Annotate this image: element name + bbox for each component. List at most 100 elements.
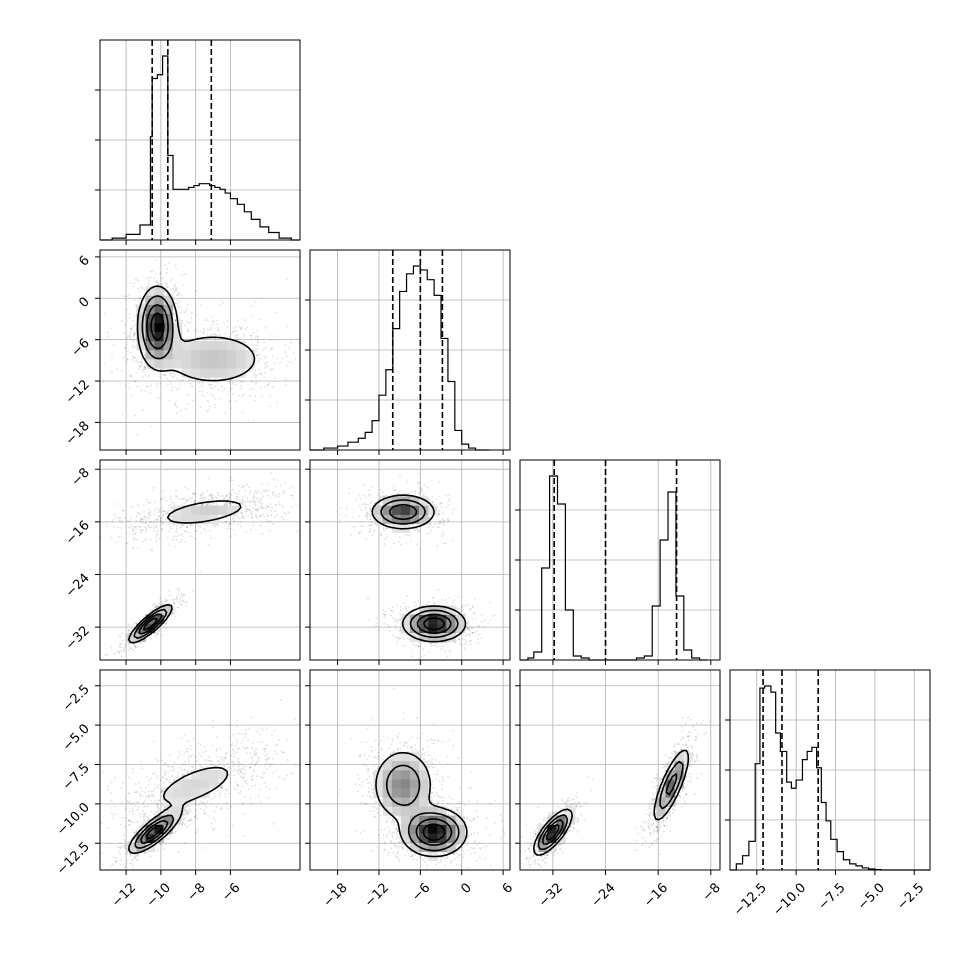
scatter-point bbox=[115, 541, 117, 544]
scatter-point bbox=[284, 351, 286, 354]
scatter-point bbox=[147, 779, 150, 782]
scatter-point bbox=[199, 494, 202, 496]
scatter-point bbox=[262, 776, 264, 779]
scatter-point bbox=[229, 387, 232, 389]
scatter-point bbox=[312, 482, 314, 484]
scatter-point bbox=[260, 524, 263, 527]
scatter-point bbox=[162, 368, 165, 371]
scatter-point bbox=[231, 753, 234, 755]
scatter-point bbox=[145, 527, 147, 529]
scatter-point bbox=[143, 510, 145, 513]
scatter-point bbox=[124, 323, 126, 326]
scatter-point bbox=[128, 629, 130, 631]
scatter-point bbox=[135, 791, 138, 793]
scatter-point bbox=[313, 359, 315, 361]
scatter-point bbox=[174, 302, 177, 305]
scatter-point bbox=[270, 472, 273, 475]
scatter-point bbox=[144, 812, 147, 815]
scatter-point bbox=[199, 526, 202, 528]
scatter-point bbox=[259, 515, 262, 518]
density-bin bbox=[163, 806, 173, 816]
scatter-point bbox=[122, 509, 125, 512]
scatter-point bbox=[130, 524, 133, 527]
scatter-point bbox=[148, 610, 151, 613]
scatter-point bbox=[148, 818, 151, 821]
density-contour bbox=[128, 766, 229, 855]
scatter-point bbox=[250, 716, 253, 719]
density-bin bbox=[181, 368, 192, 378]
scatter-point bbox=[161, 795, 163, 798]
scatter-point bbox=[134, 832, 136, 835]
scatter-point bbox=[193, 500, 196, 502]
scatter-point bbox=[258, 502, 261, 504]
scatter-point bbox=[410, 540, 413, 542]
scatter-point bbox=[134, 857, 136, 859]
scatter-point bbox=[145, 385, 148, 388]
scatter-point bbox=[269, 369, 272, 372]
scatter-point bbox=[152, 486, 155, 489]
scatter-point bbox=[142, 818, 145, 820]
scatter-point bbox=[217, 524, 220, 527]
scatter-point bbox=[103, 362, 106, 364]
scatter-point bbox=[179, 311, 182, 314]
scatter-point bbox=[164, 598, 166, 601]
scatter-point bbox=[144, 539, 147, 542]
scatter-point bbox=[203, 746, 206, 748]
scatter-point bbox=[256, 335, 259, 338]
scatter-point bbox=[365, 496, 368, 499]
scatter-point bbox=[147, 795, 150, 797]
scatter-point bbox=[241, 411, 244, 414]
scatter-point bbox=[112, 856, 115, 859]
scatter-point bbox=[176, 606, 179, 609]
scatter-point bbox=[113, 503, 116, 505]
scatter-point bbox=[179, 306, 182, 308]
density-bin bbox=[172, 788, 183, 798]
scatter-point bbox=[156, 633, 158, 635]
scatter-point bbox=[231, 523, 233, 526]
scatter-point bbox=[178, 319, 181, 322]
scatter-point bbox=[284, 378, 287, 381]
scatter-point bbox=[210, 537, 213, 539]
scatter-point bbox=[175, 610, 177, 613]
scatter-point bbox=[158, 511, 161, 513]
scatter-point bbox=[290, 361, 293, 364]
scatter-point bbox=[153, 802, 156, 804]
scatter-point bbox=[159, 517, 162, 519]
scatter-point bbox=[317, 751, 319, 753]
scatter-point bbox=[244, 732, 247, 735]
scatter-point bbox=[242, 485, 244, 488]
scatter-point bbox=[276, 479, 279, 481]
scatter-point bbox=[237, 505, 240, 508]
scatter-point bbox=[271, 348, 273, 351]
scatter-point bbox=[236, 498, 238, 501]
scatter-point bbox=[225, 752, 227, 755]
scatter-point bbox=[428, 517, 431, 519]
scatter-point bbox=[175, 595, 178, 598]
scatter-point bbox=[125, 639, 128, 641]
scatter-point bbox=[127, 792, 130, 794]
scatter-point bbox=[190, 817, 193, 820]
density-bin bbox=[145, 340, 155, 351]
density-bin bbox=[236, 359, 246, 369]
scatter-point bbox=[175, 289, 177, 292]
scatter-point bbox=[134, 831, 137, 834]
scatter-point bbox=[125, 542, 127, 545]
scatter-point bbox=[210, 763, 213, 766]
scatter-point bbox=[119, 635, 121, 638]
scatter-point bbox=[195, 523, 198, 526]
scatter-point bbox=[127, 629, 130, 632]
scatter-point bbox=[141, 529, 144, 532]
scatter-point bbox=[161, 802, 164, 805]
scatter-point bbox=[249, 766, 252, 769]
scatter-point bbox=[452, 509, 454, 511]
density-contour bbox=[150, 312, 165, 341]
scatter-point bbox=[170, 383, 173, 385]
scatter-point bbox=[228, 724, 231, 727]
scatter-point bbox=[223, 504, 226, 506]
scatter-point bbox=[189, 748, 192, 750]
scatter-point bbox=[285, 278, 288, 280]
scatter-point bbox=[176, 495, 178, 498]
scatter-point bbox=[250, 785, 253, 788]
scatter-point bbox=[270, 510, 272, 512]
scatter-point bbox=[174, 264, 177, 266]
